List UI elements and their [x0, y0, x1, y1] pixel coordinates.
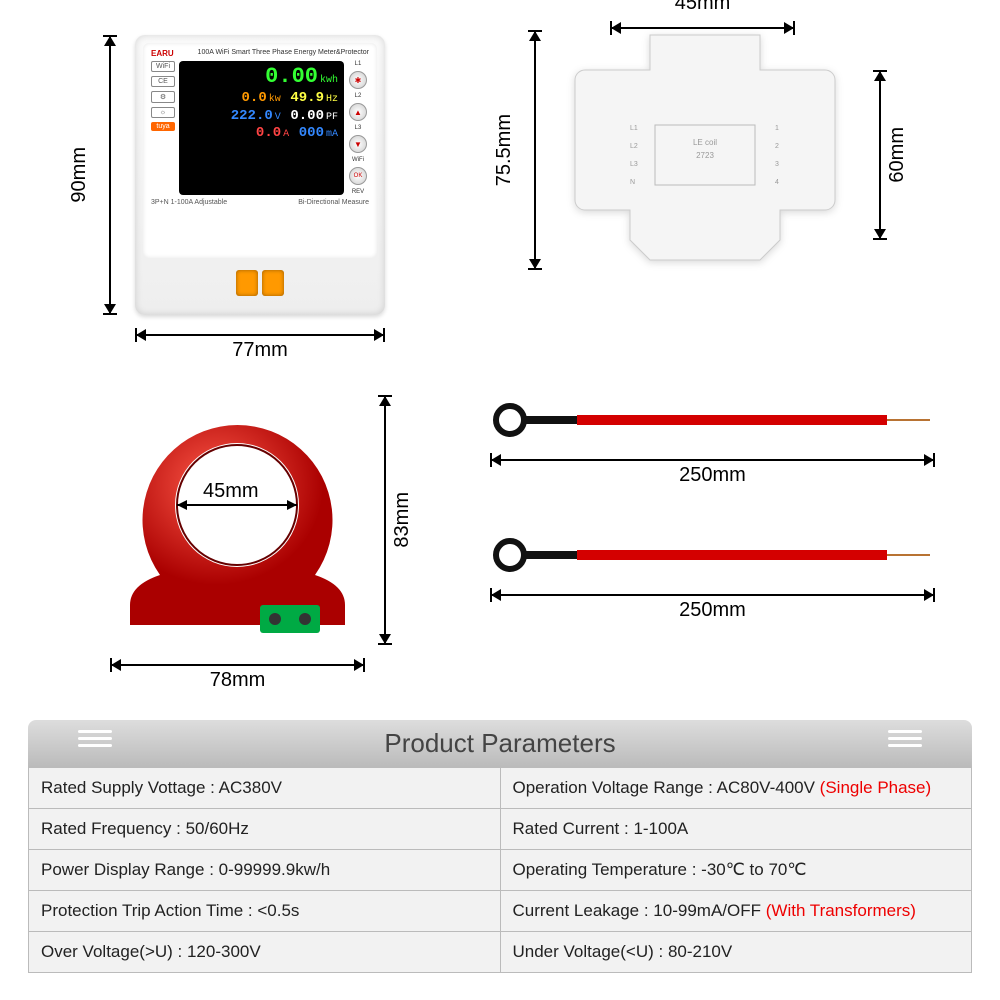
dim-side-height: 75.5mm	[525, 30, 545, 270]
dim-device-width: 77mm	[135, 325, 385, 345]
device-title: 100A WiFi Smart Three Phase Energy Meter…	[198, 49, 369, 58]
svg-text:LE coil: LE coil	[693, 138, 717, 147]
param-cell: Operation Voltage Range : AC80V-400V (Si…	[500, 768, 972, 809]
cert-icons: WiFiCE⚙☼tuya	[151, 61, 175, 195]
svg-text:2723: 2723	[696, 151, 714, 160]
param-cell: Operating Temperature : -30℃ to 70℃	[500, 850, 972, 891]
svg-text:4: 4	[775, 179, 779, 186]
param-cell: Under Voltage(<U) : 80-210V	[500, 932, 972, 973]
dim-side-right: 60mm	[870, 70, 890, 240]
svg-text:L3: L3	[630, 161, 638, 168]
param-cell: Over Voltage(>U) : 120-300V	[29, 932, 501, 973]
up-button[interactable]: ▲	[349, 103, 367, 121]
terminal-block	[143, 270, 377, 296]
current-transformer	[110, 395, 365, 655]
ok-button[interactable]: OK	[349, 167, 367, 185]
lead-wire-1	[490, 390, 935, 450]
param-cell: Rated Current : 1-100A	[500, 809, 972, 850]
brand-logo: EARU	[151, 49, 174, 58]
lead-wire-2	[490, 525, 935, 585]
dim-ct-inner: 45mm	[203, 480, 259, 503]
lcd-screen: 0.00kwh 0.0kw 49.9Hz 222.0V 0.00PF 0.0A …	[179, 61, 344, 195]
energy-meter-side: LE coil 2723 L1 L2 L3 N 1 2 3 4	[560, 30, 850, 270]
energy-meter-front: EARU 100A WiFi Smart Three Phase Energy …	[135, 35, 385, 315]
dim-ct-height: 83mm	[375, 395, 395, 645]
param-cell: Power Display Range : 0-99999.9kw/h	[29, 850, 501, 891]
svg-text:L1: L1	[630, 125, 638, 132]
svg-text:L2: L2	[630, 143, 638, 150]
svg-text:3: 3	[775, 161, 779, 168]
device-buttons: L1 ✱ L2 ▲ L3 ▼ WiFi OK REV	[347, 61, 369, 195]
param-cell: Rated Supply Vottage : AC380V	[29, 768, 501, 809]
dim-wire-1: 250mm	[490, 450, 935, 470]
hamburger-icon	[888, 730, 922, 747]
param-cell: Protection Trip Action Time : <0.5s	[29, 891, 501, 932]
dim-ct-width: 78mm	[110, 655, 365, 675]
svg-text:N: N	[630, 179, 635, 186]
parameters-table: Product Parameters Rated Supply Vottage …	[28, 720, 972, 973]
svg-text:2: 2	[775, 143, 779, 150]
hamburger-icon	[78, 730, 112, 747]
svg-text:1: 1	[775, 125, 779, 132]
dim-device-height: 90mm	[100, 35, 120, 315]
dim-side-top: 45mm	[610, 18, 795, 38]
table-title: Product Parameters	[384, 728, 615, 758]
param-cell: Rated Frequency : 50/60Hz	[29, 809, 501, 850]
dim-wire-2: 250mm	[490, 585, 935, 605]
gear-button[interactable]: ✱	[349, 71, 367, 89]
param-cell: Current Leakage : 10-99mA/OFF (With Tran…	[500, 891, 972, 932]
down-button[interactable]: ▼	[349, 135, 367, 153]
